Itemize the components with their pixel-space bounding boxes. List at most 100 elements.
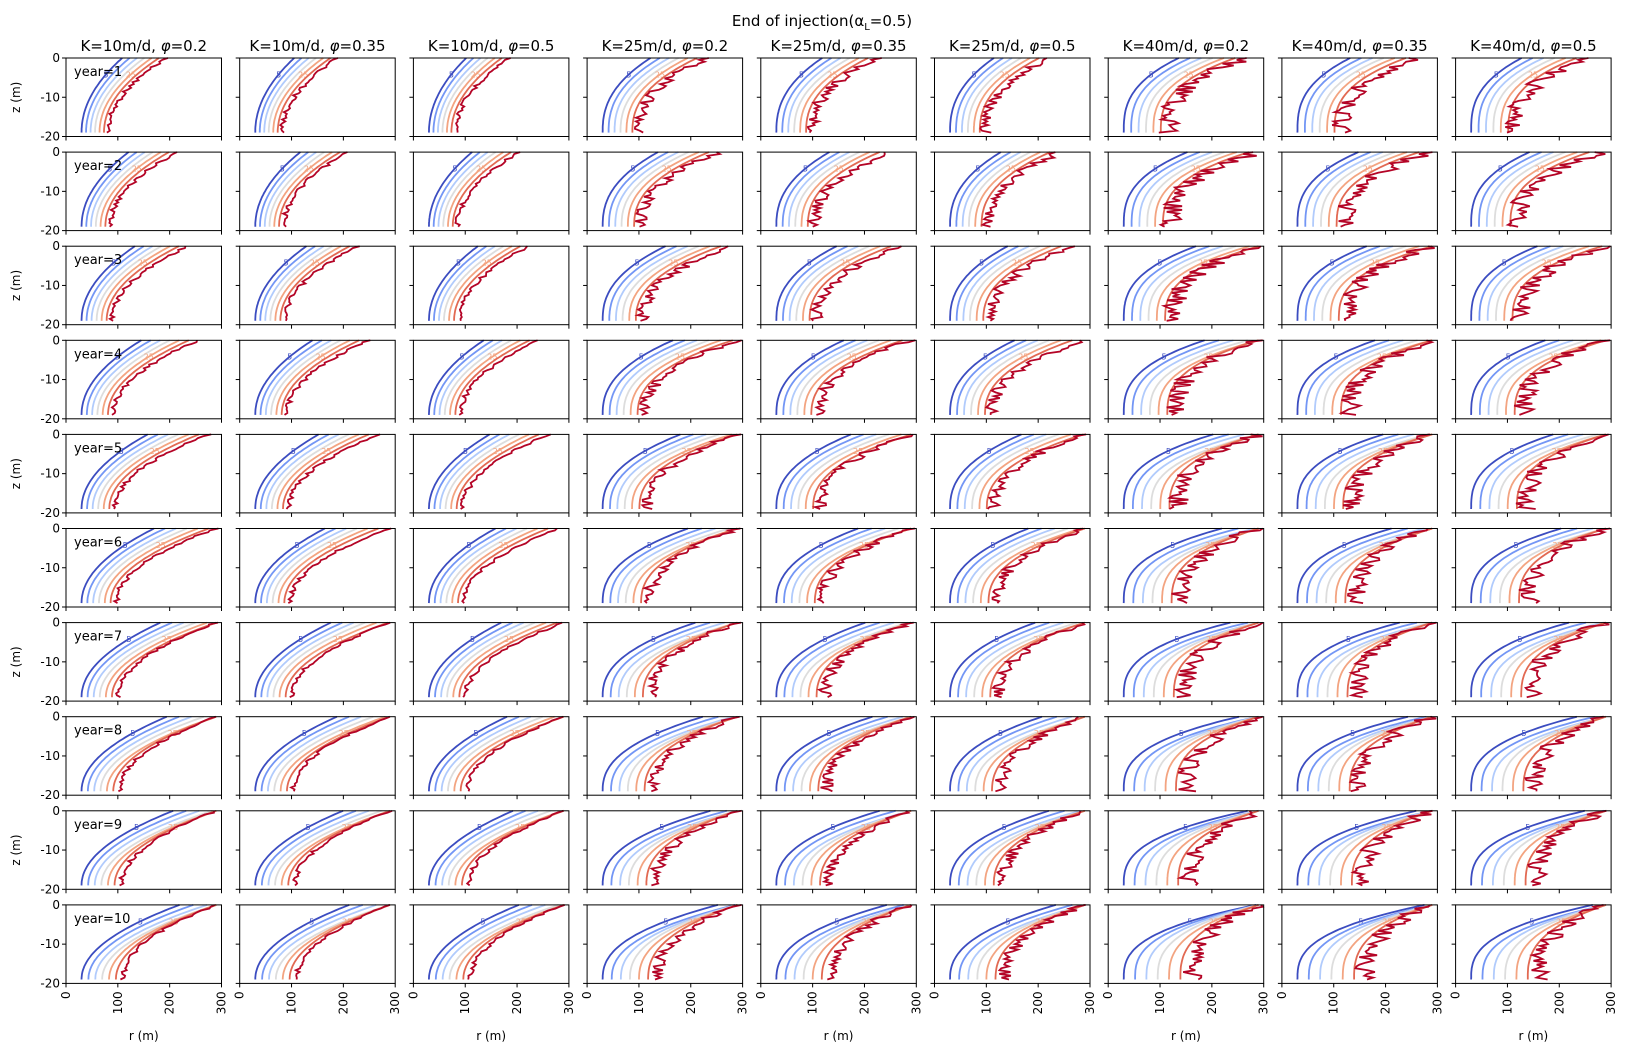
contour-line-level-30 [1172,621,1259,698]
contour-line-level-25 [99,151,162,227]
contour-line-level-15 [966,809,1081,886]
contour-line-level-35 [117,810,215,887]
contour-line-level-5 [428,904,520,980]
contour-line-level-10 [1307,715,1427,792]
contour-panel: 5 25 [1451,433,1612,517]
x-tick-label: 100 [632,991,646,1014]
contour-line-level-20 [94,57,145,133]
contour-panel: 5 25 [930,621,1091,706]
year-label: year=3 [74,253,122,268]
contour-line-level-20 [973,621,1078,698]
contour-line-level-25 [804,433,902,510]
contour-label: 25 [840,259,850,268]
contour-line-level-30 [642,621,738,698]
contour-line-level-15 [1314,433,1414,509]
contour-line-level-10 [1478,245,1551,321]
contour-line-level-10 [784,809,896,886]
contour-panel: 5 25 [756,151,917,235]
contour-line-level-10 [259,245,316,321]
contour-panel: 5 25 [1104,57,1265,141]
contour-panel: 5 25 [583,715,744,800]
contour-line-level-30 [982,245,1062,321]
contour-panel: 5 25 [930,339,1091,423]
phi-symbol: φ [508,37,518,55]
contour-line-level-15 [1145,904,1259,980]
contour-line-level-5 [775,433,852,510]
contour-panel: 5 25 [235,151,396,235]
contour-label: 5 [463,447,468,456]
contour-line-level-5 [949,621,1036,698]
contour-label: 25 [1198,259,1208,268]
contour-line-level-35 [649,809,742,887]
contour-line-level-30 [1522,715,1607,792]
contour-line-level-20 [969,245,1041,321]
contour-line-level-35 [634,245,729,322]
contour-panel: 5 25 [583,621,744,706]
x-tick-label: 300 [909,991,923,1014]
contour-line-level-35 [1166,339,1263,416]
contour-label: 5 [1170,541,1175,550]
contour-line-level-30 [454,339,531,415]
contour-line-level-30 [278,151,341,227]
contour-line-level-15 [617,527,716,604]
contour-label: 5 [1494,70,1499,79]
contour-panel: 5 25 0 100 200 300 r (m) [1449,904,1618,1043]
contour-line-level-5 [254,339,313,415]
contour-label: 5 [294,541,299,550]
contour-line-level-5 [428,621,502,698]
x-tick-label: 0 [1275,991,1289,999]
contour-label: 5 [822,635,827,644]
contour-label: 25 [675,353,685,362]
contour-line-level-15 [437,151,489,227]
contour-line-level-25 [1506,433,1607,509]
contour-line-level-15 [268,904,377,980]
contour-line-level-35 [995,715,1079,793]
contour-line-level-25 [1162,621,1259,698]
year-label: year=1 [74,65,122,80]
contour-label: 5 [1149,70,1154,79]
y-axis-label: z (m) [9,82,23,113]
contour-line-level-35 [1504,57,1589,134]
contour-line-level-25 [977,339,1062,415]
contour-line-level-25 [975,245,1051,321]
contour-line-level-10 [955,245,1019,321]
contour-line-level-15 [962,245,1030,321]
contour-line-level-30 [284,621,389,698]
x-tick-label: 300 [388,991,402,1014]
contour-line-level-10 [260,715,350,792]
contour-line-level-10 [1131,245,1210,321]
contour-line-level-5 [601,433,681,510]
contour-line-level-35 [820,715,915,793]
contour-line-level-25 [100,245,171,321]
contour-line-level-5 [254,151,301,227]
contour-line-level-35 [278,57,339,134]
contour-panel: 5 25 [583,57,744,141]
contour-line-level-10 [783,715,888,792]
contour-panel: 5 25 [235,715,396,800]
contour-label: 25 [126,70,136,79]
contour-line-level-15 [437,57,482,133]
contour-line-level-35 [1167,433,1263,510]
contour-line-level-20 [629,904,738,980]
contour-line-level-10 [1478,151,1542,227]
contour-label: 25 [333,635,343,644]
y-tick-label: 0 [52,522,60,536]
contour-line-level-20 [972,527,1069,604]
contour-label: 25 [1031,541,1041,550]
contour-line-level-20 [94,151,154,227]
contour-label: 25 [1191,165,1201,174]
contour-line-level-20 [448,904,559,980]
panel-frame [412,528,570,608]
contour-label: 25 [1535,165,1545,174]
contour-line-level-5 [80,621,161,698]
y-tick-label: 0 [52,616,60,630]
y-tick-label: -10 [40,749,60,763]
contour-line-level-35 [995,810,1082,887]
contour-line-level-10 [609,621,711,698]
contour-line-level-10 [608,245,677,321]
contour-line-level-15 [441,904,546,980]
contour-line-level-35 [1342,433,1431,510]
contour-panel: 5 25 [756,527,917,611]
contour-line-level-25 [799,57,860,133]
contour-label: 5 [1525,823,1530,832]
